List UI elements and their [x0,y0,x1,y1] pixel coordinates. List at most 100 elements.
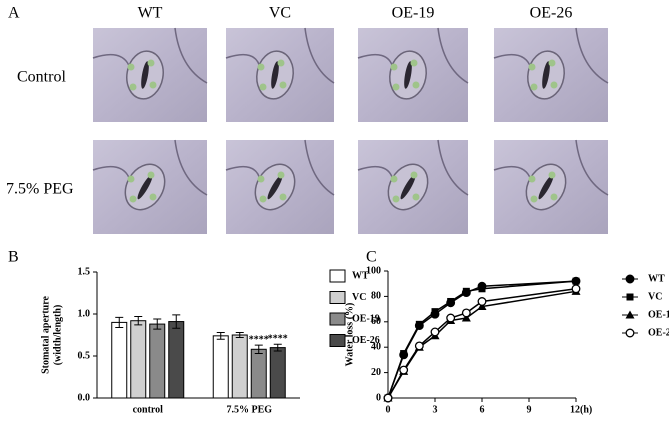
panel-label: C [366,249,377,266]
bar [212,335,229,399]
chloroplast [129,195,137,203]
legend-marker [625,274,635,284]
pore [141,61,149,89]
x-tick-label: 0 [386,404,391,415]
marker [572,277,580,285]
chloroplast [257,175,265,183]
chloroplast [412,81,420,89]
pore [404,61,412,89]
x-tick-label: 9 [527,404,532,415]
chloroplast [277,59,285,67]
chloroplast [412,193,420,201]
marker [461,308,471,318]
row-label: Control [17,69,66,86]
error-bar [254,344,263,354]
column-label: WT [138,5,163,22]
legend-label: OE-19 [352,313,380,324]
pore [542,61,550,89]
bar [250,348,267,399]
chloroplast [530,83,538,91]
bar [269,347,286,399]
chloroplast [528,63,536,71]
legend-swatch [329,312,346,326]
legend-swatch [329,291,346,304]
bar [130,320,147,399]
marker [462,287,470,295]
y-axis-label: Water loss (%) [344,303,355,367]
column-label: VC [269,5,291,22]
marker [399,365,409,375]
chloroplast [550,193,558,201]
significance: **** [268,334,288,345]
chloroplast [259,83,267,91]
y-axis-label: Stomatal aperture [40,296,51,374]
chloroplast [392,83,400,91]
chloroplast [550,81,558,89]
marker [571,284,581,294]
chloroplast [147,59,155,67]
x-tick-label: 3 [433,404,438,415]
x-tick-label: 6 [480,404,485,415]
marker [477,302,487,311]
chloroplast [548,59,556,67]
row-label: 7.5% PEG [6,181,74,198]
legend-swatch [329,269,346,283]
panel-label: A [8,5,20,22]
y-tick-label: 0.5 [78,350,91,361]
marker [400,350,408,358]
y-tick-label: 0.0 [78,392,91,403]
panel-label: B [8,249,19,266]
marker [431,308,439,316]
marker [447,297,455,305]
marker [414,341,424,351]
panel-a: A WT VC OE-19 OE-26 Control 7.5% PEG [6,5,609,234]
legend-swatch [329,334,346,347]
legend-marker [626,293,634,301]
y-tick-label: 60 [371,316,381,327]
chloroplast [279,193,287,201]
x-tick-label: control [133,404,164,415]
marker [446,313,456,323]
bar [231,334,248,399]
legend-label: VC [648,291,662,302]
x-tick-label: 7.5% PEG [226,404,272,415]
bar [168,321,185,399]
y-tick-label: 40 [371,341,381,352]
chloroplast [392,195,400,203]
chloroplast [530,195,538,203]
chloroplast [528,175,536,183]
y-tick-label: 1.5 [78,266,91,277]
y-tick-label: 100 [366,265,381,276]
error-bar [216,331,225,340]
legend-label: OE-26 [648,327,669,338]
chloroplast [127,175,135,183]
chloroplast [149,193,157,201]
legend-marker [625,328,635,338]
significance: **** [249,334,269,345]
chloroplast [410,59,418,67]
marker [415,320,423,328]
chloroplast [259,195,267,203]
chloroplast [149,81,157,89]
pore [400,174,416,200]
column-label: OE-19 [392,5,435,22]
error-bar [235,331,244,339]
chloroplast [147,171,155,179]
pore [538,174,554,200]
marker [383,393,393,403]
marker [478,285,486,293]
chloroplast [127,63,135,71]
y-tick-label: 0 [376,392,381,403]
y-tick-label: 80 [371,291,381,302]
chloroplast [390,63,398,71]
chloroplast [257,63,265,71]
error-bar [134,316,143,326]
legend-marker [625,310,635,319]
chloroplast [390,175,398,183]
legend-label: OE-19 [648,309,669,320]
error-bar [115,316,124,328]
error-bar [153,318,162,330]
bar [149,323,166,399]
